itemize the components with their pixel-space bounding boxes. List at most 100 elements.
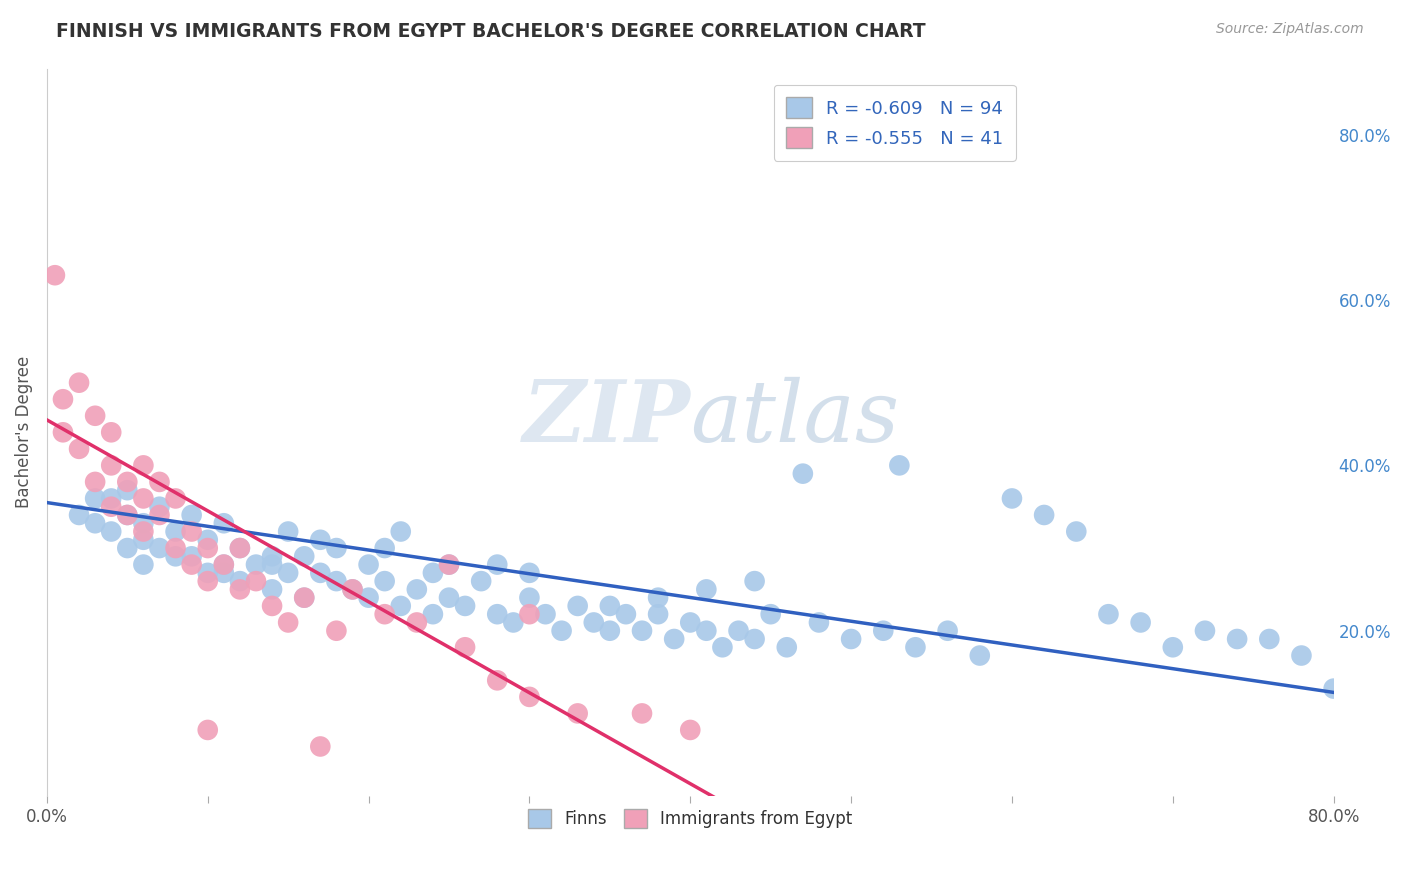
- Point: [567, 706, 589, 721]
- Point: [148, 508, 170, 522]
- Point: [599, 624, 621, 638]
- Point: [148, 500, 170, 514]
- Point: [679, 615, 702, 630]
- Point: [292, 591, 315, 605]
- Point: [212, 558, 235, 572]
- Point: [389, 524, 412, 539]
- Point: [212, 516, 235, 531]
- Point: [245, 574, 267, 588]
- Point: [262, 549, 284, 564]
- Point: [1258, 632, 1281, 646]
- Point: [229, 541, 252, 555]
- Point: [197, 566, 219, 580]
- Point: [486, 673, 509, 688]
- Point: [357, 558, 380, 572]
- Point: [374, 541, 396, 555]
- Point: [711, 640, 734, 655]
- Point: [389, 599, 412, 613]
- Point: [325, 574, 347, 588]
- Point: [437, 591, 460, 605]
- Point: [1001, 491, 1024, 506]
- Point: [486, 558, 509, 572]
- Point: [197, 541, 219, 555]
- Point: [117, 508, 139, 522]
- Point: [422, 607, 444, 622]
- Point: [197, 574, 219, 588]
- Point: [309, 566, 332, 580]
- Point: [132, 558, 155, 572]
- Point: [599, 599, 621, 613]
- Point: [1323, 681, 1346, 696]
- Point: [84, 475, 107, 489]
- Point: [486, 607, 509, 622]
- Point: [325, 624, 347, 638]
- Point: [1194, 624, 1216, 638]
- Point: [776, 640, 799, 655]
- Point: [52, 425, 75, 440]
- Point: [374, 607, 396, 622]
- Point: [1226, 632, 1249, 646]
- Point: [647, 591, 669, 605]
- Y-axis label: Bachelor's Degree: Bachelor's Degree: [15, 356, 32, 508]
- Point: [84, 516, 107, 531]
- Text: ZIP: ZIP: [523, 376, 690, 459]
- Point: [969, 648, 991, 663]
- Point: [631, 706, 654, 721]
- Point: [84, 409, 107, 423]
- Point: [664, 632, 686, 646]
- Point: [405, 582, 427, 597]
- Point: [180, 508, 202, 522]
- Point: [67, 508, 90, 522]
- Point: [519, 566, 541, 580]
- Point: [872, 624, 894, 638]
- Point: [695, 624, 717, 638]
- Point: [132, 491, 155, 506]
- Point: [197, 533, 219, 547]
- Point: [614, 607, 637, 622]
- Point: [1064, 524, 1087, 539]
- Point: [197, 723, 219, 737]
- Point: [567, 599, 589, 613]
- Point: [180, 558, 202, 572]
- Point: [1097, 607, 1119, 622]
- Point: [744, 574, 766, 588]
- Point: [519, 607, 541, 622]
- Point: [889, 458, 911, 473]
- Point: [229, 582, 252, 597]
- Point: [904, 640, 927, 655]
- Point: [229, 574, 252, 588]
- Point: [100, 425, 122, 440]
- Point: [759, 607, 782, 622]
- Point: [1033, 508, 1056, 522]
- Point: [212, 558, 235, 572]
- Point: [342, 582, 364, 597]
- Point: [292, 549, 315, 564]
- Point: [67, 376, 90, 390]
- Point: [342, 582, 364, 597]
- Point: [117, 483, 139, 498]
- Point: [117, 541, 139, 555]
- Point: [744, 632, 766, 646]
- Point: [262, 599, 284, 613]
- Point: [277, 566, 299, 580]
- Point: [277, 524, 299, 539]
- Point: [180, 549, 202, 564]
- Point: [117, 508, 139, 522]
- Point: [631, 624, 654, 638]
- Point: [132, 516, 155, 531]
- Point: [325, 541, 347, 555]
- Point: [165, 541, 187, 555]
- Point: [502, 615, 524, 630]
- Point: [519, 591, 541, 605]
- Point: [454, 599, 477, 613]
- Point: [792, 467, 814, 481]
- Point: [582, 615, 605, 630]
- Point: [52, 392, 75, 407]
- Point: [292, 591, 315, 605]
- Point: [132, 524, 155, 539]
- Point: [454, 640, 477, 655]
- Point: [117, 475, 139, 489]
- Point: [437, 558, 460, 572]
- Point: [534, 607, 557, 622]
- Point: [165, 549, 187, 564]
